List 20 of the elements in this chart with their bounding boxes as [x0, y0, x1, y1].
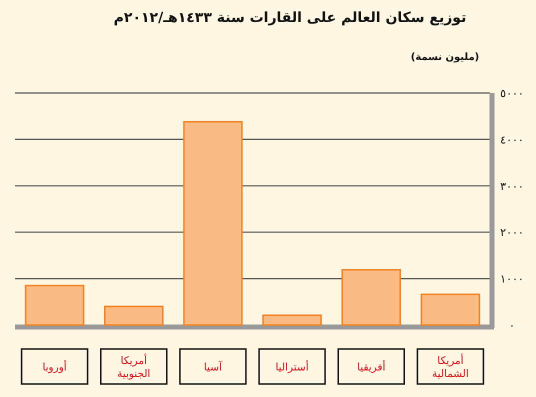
- y-tick-label: ٥٠٠٠: [500, 87, 524, 100]
- y-tick-label: ١٠٠٠: [500, 272, 524, 286]
- x-tick-label: أمريكا الجنوبية: [117, 353, 150, 380]
- bar: [420, 294, 480, 326]
- bar: [104, 306, 164, 326]
- y-tick-label: ٣٠٠٠: [500, 180, 524, 193]
- x-tick-label: أفريقيا: [357, 360, 386, 374]
- chart-title: توزيع سكان العالم على القارات سنة ١٤٣٣هـ/٢٠١٢م: [114, 10, 466, 26]
- x-tick-label: أوروبا: [42, 360, 67, 374]
- bar: [183, 121, 243, 326]
- x-tick-label: آسيا: [204, 360, 224, 374]
- bar: [24, 284, 84, 326]
- y-tick-label: ٤٠٠٠: [500, 133, 524, 146]
- x-tick-label: أستراليا: [275, 360, 309, 374]
- y-tick-label: ٢٠٠٠: [500, 226, 524, 240]
- bar: [342, 269, 401, 326]
- bar: [262, 314, 322, 326]
- y-axis-title: (مليون نسمة): [410, 52, 480, 63]
- x-tick-label: أمريكا الشمالية: [432, 353, 469, 380]
- y-tick-label: ٠: [509, 319, 515, 332]
